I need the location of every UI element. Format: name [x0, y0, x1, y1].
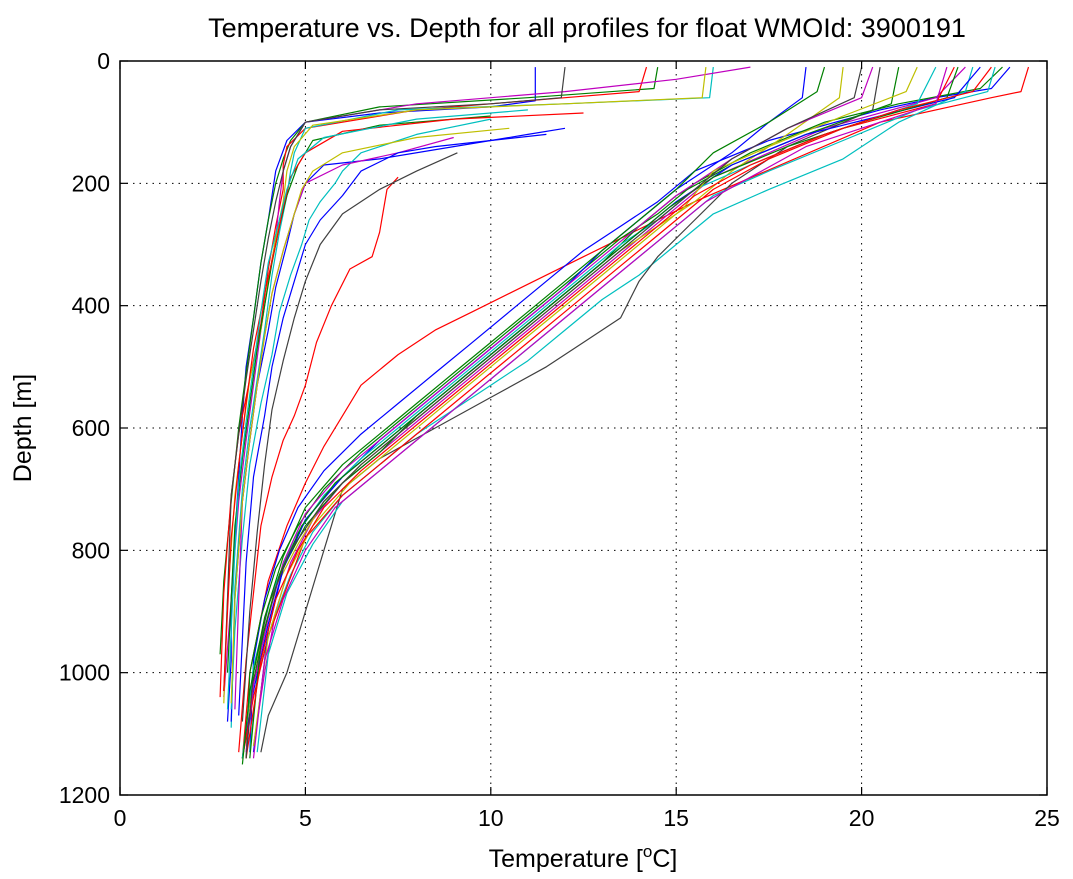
- profile-line-1: [241, 66, 1030, 759]
- profile-line-5: [252, 66, 966, 747]
- x-axis-label-main: Temperature [: [489, 845, 643, 873]
- y-tick-label: 200: [72, 170, 110, 196]
- profile-line-34: [230, 127, 510, 704]
- grid-lines: [120, 61, 1047, 795]
- x-tick-label: 20: [849, 805, 875, 831]
- y-tick-label: 800: [72, 537, 110, 563]
- x-tick-label: 5: [299, 805, 312, 831]
- profile-line-37: [226, 109, 528, 710]
- profile-line-35: [226, 115, 491, 673]
- profile-line-20: [241, 66, 826, 765]
- profile-line-25: [223, 66, 751, 698]
- profile-line-17: [245, 66, 863, 759]
- x-axis-label-unit: C]: [652, 845, 677, 873]
- profile-series: [219, 66, 1030, 765]
- profile-line-19: [252, 66, 948, 759]
- profile-line-2: [249, 66, 1011, 753]
- profile-line-3: [245, 66, 1003, 759]
- profile-line-27: [223, 67, 566, 692]
- profile-line-30: [238, 176, 399, 753]
- y-tick-labels: 0 200 400 600 800 1000 1200: [59, 48, 110, 808]
- profile-line-6: [260, 66, 881, 753]
- y-tick-label: 600: [72, 415, 110, 441]
- x-tick-label: 10: [478, 805, 504, 831]
- x-tick-label: 25: [1034, 805, 1060, 831]
- profile-line-33: [238, 133, 547, 716]
- x-tick-label: 0: [114, 805, 127, 831]
- x-axis-label-superscript: o: [643, 842, 652, 861]
- profile-line-16: [245, 66, 992, 759]
- profile-line-4: [249, 66, 974, 753]
- x-axis-label: Temperature [oC]: [489, 842, 678, 873]
- axis-ticks: [119, 60, 1048, 796]
- profile-line-29: [230, 118, 491, 710]
- x-tick-labels: 0 5 10 15 20 25: [114, 805, 1060, 831]
- y-tick-label: 400: [72, 293, 110, 319]
- profile-line-9: [241, 66, 955, 759]
- y-tick-label: 1000: [59, 660, 110, 686]
- y-tick-label: 0: [97, 48, 110, 74]
- y-tick-label: 1200: [59, 782, 110, 808]
- profile-line-31: [241, 152, 458, 722]
- chart-title: Temperature vs. Depth for all profiles f…: [208, 13, 966, 43]
- x-tick-label: 15: [663, 805, 689, 831]
- profile-line-14: [249, 66, 959, 759]
- y-axis-label: Depth [m]: [9, 374, 37, 482]
